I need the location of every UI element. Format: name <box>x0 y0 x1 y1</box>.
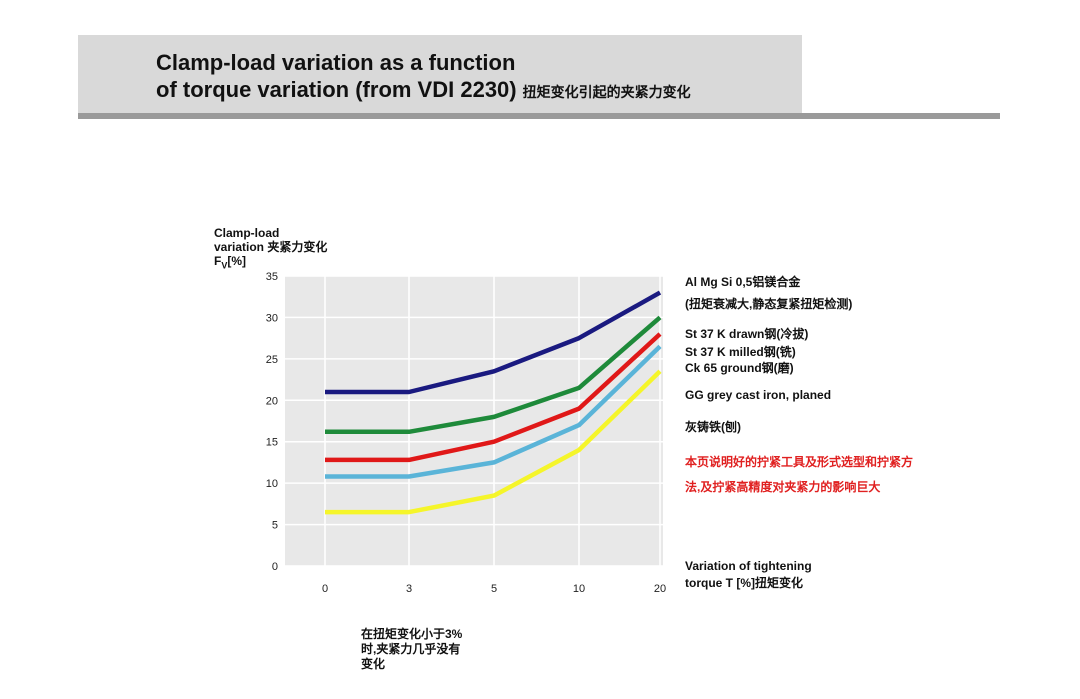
legend-grey-cast-iron: GG grey cast iron, planed <box>685 388 832 402</box>
y-tick-label-5: 25 <box>266 354 278 366</box>
y-axis-label-line2: variation 夹紧力变化 <box>214 240 328 254</box>
title-cn: 扭矩变化引起的夹紧力变化 <box>522 84 691 100</box>
x-axis-label-line1: Variation of tightening <box>685 559 812 573</box>
y-axis-label: Clamp-load variation 夹紧力变化 FV[%] <box>214 226 334 272</box>
series-line-3 <box>325 344 662 479</box>
x-axis-label: Variation of tightening torque T [%]扭矩变化 <box>685 558 812 592</box>
series-line-2 <box>325 332 662 463</box>
title-line-2-en: of torque variation (from VDI 2230) <box>156 77 517 102</box>
x-axis-label-line2: torque T [%]扭矩变化 <box>685 576 803 590</box>
series-line-1 <box>325 315 662 435</box>
legend-st37-drawn: St 37 K drawn钢(冷拔) <box>685 327 809 341</box>
x-tick-label-0: 0 <box>322 583 328 595</box>
y-axis-label-line1: Clamp-load <box>214 226 280 240</box>
bottom-annotation: 在扭矩变化小于3%时,夹紧力几乎没有变化 <box>361 627 463 671</box>
legend-al-mg-si-note: (扭矩衰减大,静态复紧扭矩检测) <box>685 297 853 311</box>
x-tick-label-2: 5 <box>491 583 497 595</box>
y-tick-label-6: 30 <box>266 312 278 324</box>
title-underline <box>78 113 1000 119</box>
legend-al-mg-si: Al Mg Si 0,5铝镁合金 <box>685 275 801 289</box>
legend-ck65-ground: Ck 65 ground钢(磨) <box>685 361 794 375</box>
legend-st37-milled: St 37 K milled钢(铣) <box>685 345 796 359</box>
y-axis-label-symbol: FV[%] <box>214 254 247 271</box>
title-line-1: Clamp-load variation as a function <box>156 50 516 75</box>
y-tick-label-3: 15 <box>266 437 278 449</box>
x-tick-label-1: 3 <box>406 583 412 595</box>
legend-grey-cast-iron-cn: 灰铸铁(刨) <box>685 420 741 434</box>
y-tick-label-2: 10 <box>266 478 278 490</box>
x-tick-label-3: 10 <box>573 583 585 595</box>
y-tick-label-4: 20 <box>266 395 278 407</box>
series-line-0 <box>325 290 662 395</box>
title-banner <box>78 35 802 113</box>
x-tick-label-4: 20 <box>654 583 666 595</box>
red-annotation: 本页说明好的拧紧工具及形式选型和拧紧方法,及拧紧高精度对夹紧力的影响巨大 <box>685 455 914 494</box>
y-tick-label-0: 0 <box>272 561 278 573</box>
y-tick-label-1: 5 <box>272 520 278 532</box>
y-tick-label-7: 35 <box>266 271 278 283</box>
series-line-4 <box>325 369 662 515</box>
title-line-2: of torque variation (from VDI 2230) 扭矩变化引… <box>156 77 691 105</box>
